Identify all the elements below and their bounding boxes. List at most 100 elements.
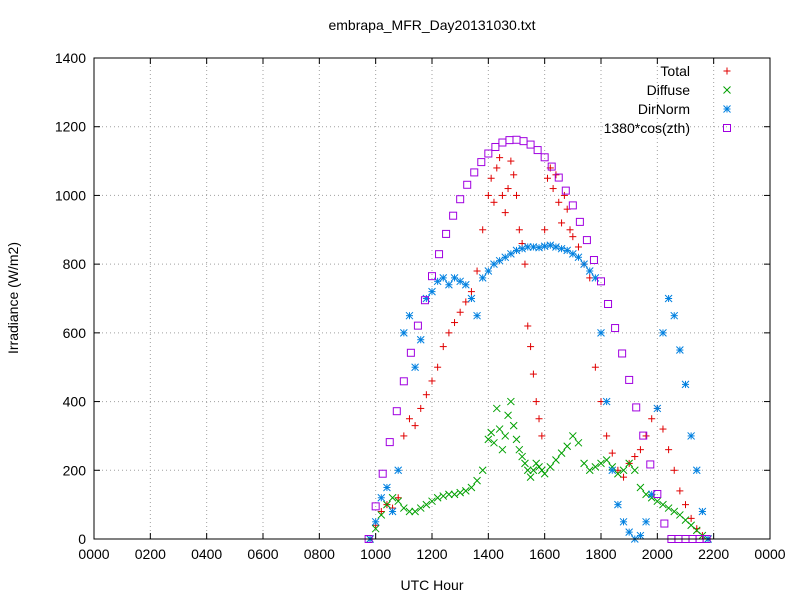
data-point: [580, 459, 588, 468]
x-tick-label: 2200: [698, 546, 729, 562]
data-point: [434, 363, 442, 371]
data-point: [636, 446, 644, 454]
data-point: [659, 425, 667, 433]
data-point: [614, 500, 622, 509]
data-point: [501, 432, 510, 440]
data-point: [435, 250, 444, 259]
data-point: [665, 446, 673, 454]
data-point: [561, 186, 570, 195]
data-point: [642, 517, 650, 526]
data-point: [630, 466, 639, 475]
data-point: [512, 135, 521, 144]
data-point: [417, 404, 425, 412]
data-point: [523, 466, 532, 475]
data-point: [405, 311, 414, 320]
data-point: [478, 274, 487, 282]
data-point: [618, 349, 627, 358]
data-point: [428, 272, 436, 281]
data-point: [428, 497, 436, 506]
data-point: [608, 449, 616, 457]
data-point: [568, 201, 577, 210]
data-point: [463, 180, 472, 189]
x-tick-label: 0800: [304, 546, 335, 562]
data-point: [532, 398, 540, 406]
data-point: [504, 185, 512, 193]
series-layer: [364, 135, 712, 543]
data-point: [371, 524, 380, 533]
data-point: [619, 517, 628, 526]
data-point: [433, 493, 442, 502]
data-point: [493, 164, 501, 172]
data-point: [399, 377, 408, 386]
data-point: [416, 504, 425, 512]
legend-marker: [723, 124, 731, 132]
data-point: [439, 492, 448, 500]
data-point: [377, 493, 386, 502]
data-point: [676, 346, 684, 354]
data-point: [477, 158, 486, 167]
data-point: [597, 329, 605, 337]
data-point: [681, 380, 690, 389]
data-point: [670, 466, 678, 474]
data-point: [602, 456, 611, 464]
x-tick-label: 1200: [416, 546, 447, 562]
data-point: [670, 311, 679, 320]
data-point: [496, 154, 504, 162]
data-point: [461, 280, 470, 289]
data-point: [498, 445, 507, 454]
data-point: [614, 469, 622, 478]
data-point: [479, 226, 487, 234]
data-point: [549, 185, 557, 193]
data-point: [552, 171, 560, 179]
data-point: [388, 507, 397, 516]
data-point: [582, 236, 591, 245]
data-point: [515, 226, 523, 234]
data-point: [467, 294, 476, 303]
data-point: [490, 438, 498, 447]
data-point: [546, 241, 555, 250]
data-point: [487, 428, 496, 437]
y-tick-label: 1000: [55, 187, 86, 203]
x-tick-label: 1000: [360, 546, 391, 562]
data-point: [541, 226, 549, 234]
data-point: [451, 319, 459, 327]
legend-marker: [723, 67, 731, 75]
series-0: [366, 154, 712, 543]
data-point: [509, 421, 518, 430]
data-point: [478, 466, 487, 475]
data-point: [467, 483, 476, 492]
data-point: [597, 459, 605, 468]
data-point: [653, 404, 662, 413]
data-point: [428, 287, 436, 296]
data-point: [538, 432, 546, 440]
legend-label: 1380*cos(zth): [604, 120, 690, 136]
y-axis: 0 200 400 600 800 1000 1200 1400: [55, 50, 770, 547]
data-point: [692, 466, 701, 475]
data-point: [648, 415, 656, 423]
data-point: [631, 453, 639, 461]
data-point: [394, 466, 403, 475]
data-point: [490, 198, 498, 206]
data-point: [625, 375, 634, 384]
data-point: [558, 219, 566, 227]
data-point: [589, 256, 598, 265]
y-tick-label: 600: [63, 325, 87, 341]
data-point: [529, 466, 538, 475]
data-point: [377, 511, 386, 519]
data-point: [456, 308, 464, 316]
data-point: [484, 149, 493, 158]
data-point: [484, 435, 493, 444]
data-point: [400, 432, 408, 440]
data-point: [473, 476, 481, 485]
data-point: [445, 280, 453, 289]
data-point: [611, 324, 620, 333]
data-point: [461, 487, 470, 495]
data-point: [519, 137, 528, 146]
data-point: [406, 348, 415, 357]
data-point: [698, 507, 707, 516]
data-point: [428, 377, 436, 385]
data-point: [597, 277, 605, 286]
y-tick-label: 200: [63, 462, 87, 478]
data-point: [467, 288, 475, 296]
data-point: [521, 459, 529, 468]
